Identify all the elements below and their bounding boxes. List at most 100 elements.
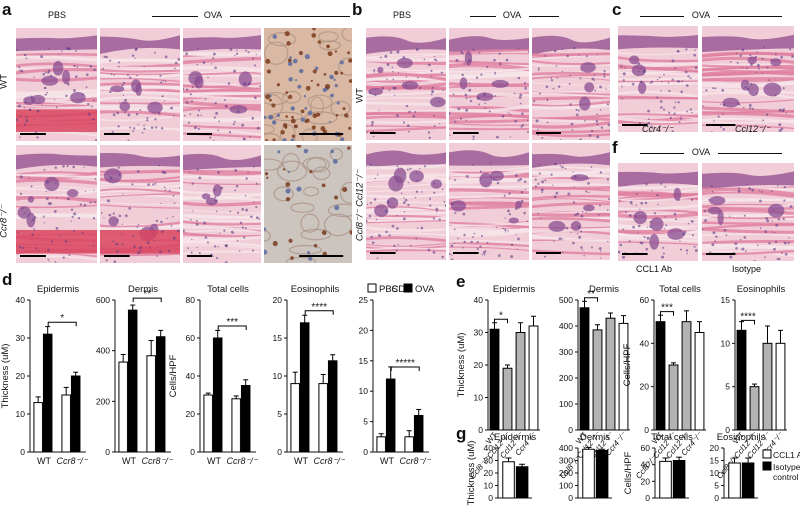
histology-image [16, 145, 97, 263]
y-tick-label: 0 [645, 493, 650, 503]
histology-image [16, 28, 97, 141]
y-tick-label: 80 [186, 295, 196, 305]
x-tick-label: WT [207, 456, 221, 466]
y-tick-label: 30 [16, 333, 26, 343]
histology-image [702, 163, 794, 261]
significance-label: **** [311, 302, 327, 313]
significance-label: **** [740, 311, 756, 322]
chart-title: Eosinophils [291, 284, 340, 295]
histology-image-ihc [264, 28, 352, 141]
y-tick-label: 40 [640, 338, 650, 348]
chart-title: Dermis [128, 284, 158, 295]
chart-title: Eosinophils [737, 284, 786, 295]
y-tick-label: 10 [721, 338, 731, 348]
significance-bracket [494, 318, 508, 324]
significance-label: * [499, 310, 503, 321]
y-tick-label: 300 [559, 347, 573, 357]
bar [605, 317, 616, 431]
legend-swatch-pbs [367, 283, 377, 293]
bar [146, 355, 156, 453]
y-tick-label: 40 [474, 295, 484, 305]
x-tick-label: WT [294, 456, 308, 466]
histology-image [100, 28, 180, 141]
panel-c-ova-label: OVA [691, 10, 711, 20]
y-tick-label: 0 [568, 425, 573, 435]
significance-label: *** [661, 303, 673, 314]
bar [290, 383, 300, 453]
significance-bracket [304, 310, 334, 315]
panel-f-isotype-label: Isotype [732, 264, 762, 274]
bar [579, 307, 590, 431]
y-tick-label: 0 [568, 493, 573, 503]
bar [694, 332, 705, 431]
significance-bracket [390, 366, 420, 372]
bar [404, 436, 414, 453]
y-tick-label: 400 [559, 321, 573, 331]
histology-image [449, 28, 529, 140]
bar [61, 394, 71, 453]
x-tick-label: Ccr8⁻/⁻ [141, 456, 173, 466]
bar [502, 461, 515, 499]
bar [327, 360, 338, 453]
bar [203, 394, 213, 453]
bar [42, 333, 53, 453]
legend-label-ccl1: CCL1 Ab [773, 450, 800, 460]
bar [515, 332, 526, 431]
panel-c-ccl12-label: Ccl12⁻/⁻ [735, 124, 771, 134]
bar [592, 329, 603, 431]
bar [655, 321, 666, 431]
y-tick-label: 200 [96, 396, 110, 406]
y-tick-label: 0 [714, 493, 719, 503]
panel-label-f: f [612, 138, 618, 157]
y-tick-label: 0 [478, 425, 483, 435]
panel-b-ova-line-right [529, 16, 559, 17]
x-tick-label: Ccr8⁻/⁻ [226, 456, 258, 466]
x-tick-label: Ccr8⁻/⁻ [313, 456, 345, 466]
panel-a-ova-line-left [152, 16, 198, 17]
y-tick-label: 20 [359, 325, 369, 335]
chart-title: Total cells [651, 432, 693, 443]
panel-label-c: c [612, 0, 622, 19]
panel-f-ova-line-left [640, 153, 684, 154]
bar [385, 378, 396, 453]
bar [318, 383, 328, 453]
bar [515, 466, 529, 499]
significance-label: * [60, 313, 64, 324]
y-tick-label: 40 [16, 295, 26, 305]
chart-title: Epidermis [494, 432, 536, 443]
y-tick-label: 20 [641, 476, 651, 486]
panel-c-ova-line-right [718, 16, 782, 17]
histology-image [183, 145, 261, 263]
panel-b-ova-label: OVA [502, 10, 522, 20]
panel-a-ova-line-right [230, 16, 350, 17]
x-tick-label: WT [380, 456, 394, 466]
panel-f-ova-label: OVA [691, 147, 711, 157]
significance-bracket [217, 325, 247, 330]
bar [582, 448, 595, 499]
x-tick-label: Ccr8⁻/⁻ [56, 456, 88, 466]
y-tick-label: 400 [96, 346, 110, 356]
y-tick-label: 40 [641, 460, 651, 470]
bar [240, 385, 251, 453]
significance-label: ***** [395, 358, 415, 369]
panel-f-ova-line-right [718, 153, 782, 154]
y-tick-label: 10 [710, 468, 720, 478]
y-tick-label: 40 [186, 371, 196, 381]
y-tick-label: 20 [186, 409, 196, 419]
y-tick-label: 20 [710, 443, 720, 453]
panel-f-ccl1-label: CCL1 Ab [636, 264, 673, 274]
panel-a-pbs-label: PBS [47, 10, 66, 20]
panel-a-ova-label: OVA [203, 10, 223, 20]
y-tick-label: 200 [559, 468, 573, 478]
y-tick-label: 0 [277, 447, 282, 457]
y-tick-label: 0 [190, 447, 195, 457]
legend-swatch-ova [403, 283, 413, 293]
y-axis-label: Thickness (uM) [0, 344, 11, 409]
bar [502, 367, 513, 431]
bar [376, 436, 386, 453]
y-tick-label: 5 [277, 409, 282, 419]
y-axis-label: Cells/HPF [168, 354, 179, 397]
chart-title: Total cells [659, 284, 701, 295]
bar [212, 337, 223, 453]
y-tick-label: 100 [559, 481, 573, 491]
